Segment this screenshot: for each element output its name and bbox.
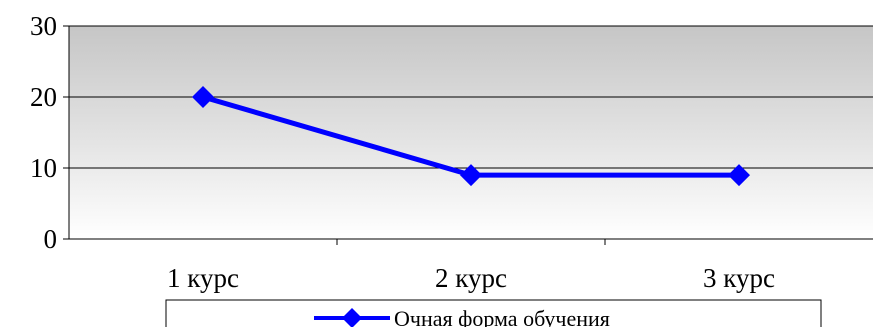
plot-area-background: [69, 26, 873, 239]
legend-diamond-marker-icon: [342, 308, 362, 327]
y-tick-label: 30: [30, 11, 57, 41]
series-markers: [192, 86, 750, 187]
data-point-marker: [192, 86, 214, 108]
x-tick-labels: 1 курс 2 курс 3 курс: [167, 263, 775, 293]
axes: [63, 25, 873, 245]
x-tick-label: 2 курс: [435, 263, 507, 293]
y-tick-label: 10: [30, 153, 57, 183]
x-tick-label: 3 курс: [703, 263, 775, 293]
legend-box: [165, 299, 822, 327]
y-tick-labels: 0 10 20 30: [30, 11, 57, 254]
legend-label: Очная форма обучения: [394, 306, 610, 327]
y-tick-label: 0: [44, 224, 58, 254]
data-point-marker: [728, 164, 750, 187]
x-tick-label: 1 курс: [167, 263, 239, 293]
y-tick-label: 20: [30, 82, 57, 112]
legend: Очная форма обучения: [165, 299, 822, 327]
data-point-marker: [460, 164, 482, 187]
